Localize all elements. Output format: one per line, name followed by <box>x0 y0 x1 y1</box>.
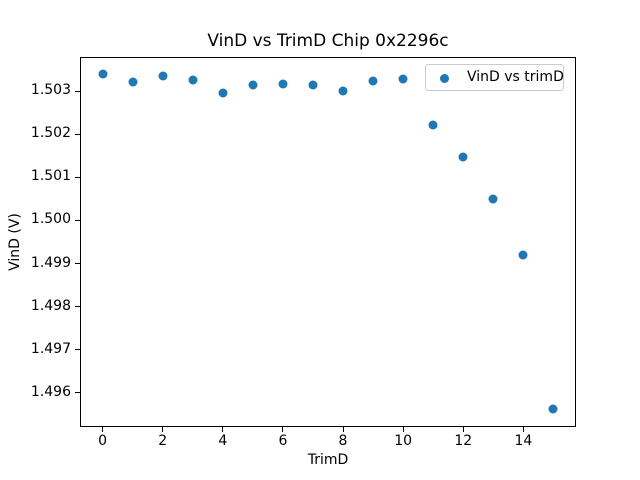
y-tick-label: 1.499 <box>30 254 71 271</box>
legend-marker-icon <box>440 74 449 83</box>
x-tick-label: 0 <box>98 433 107 449</box>
y-tick-label: 1.496 <box>30 383 71 400</box>
y-tick-mark <box>75 90 80 92</box>
data-point <box>188 75 198 85</box>
data-point <box>98 69 108 79</box>
data-point <box>368 76 378 86</box>
x-tick-label: 6 <box>278 433 288 449</box>
data-point <box>398 74 408 84</box>
y-tick-label: 1.498 <box>30 297 71 314</box>
y-tick-label: 1.500 <box>30 211 71 228</box>
data-point <box>158 71 168 81</box>
x-tick-mark <box>102 427 104 432</box>
chart-title: VinD vs TrimD Chip 0x2296c <box>207 31 449 51</box>
x-tick-mark <box>282 427 284 432</box>
y-tick-label: 1.497 <box>30 340 71 357</box>
data-point <box>308 80 318 90</box>
x-tick-mark <box>462 427 464 432</box>
data-point <box>278 79 288 89</box>
data-point <box>518 250 528 260</box>
x-tick-label: 12 <box>454 433 473 449</box>
x-tick-mark <box>402 427 404 432</box>
y-tick-label: 1.502 <box>30 125 71 142</box>
data-point <box>428 120 438 130</box>
x-tick-label: 10 <box>394 433 413 449</box>
data-point <box>488 194 498 204</box>
y-tick-mark <box>75 176 80 178</box>
x-tick-label: 2 <box>158 433 168 449</box>
y-tick-mark <box>75 392 80 394</box>
data-point <box>338 86 348 96</box>
plot-area <box>80 57 576 427</box>
x-tick-mark <box>522 427 524 432</box>
data-point <box>458 152 468 162</box>
x-tick-label: 4 <box>218 433 228 449</box>
x-tick-mark <box>342 427 344 432</box>
data-point <box>218 88 228 98</box>
y-tick-mark <box>75 306 80 308</box>
y-tick-mark <box>75 133 80 135</box>
x-tick-mark <box>162 427 164 432</box>
data-point <box>128 77 138 87</box>
legend: VinD vs trimD <box>425 64 564 91</box>
y-tick-mark <box>75 263 80 265</box>
y-tick-mark <box>75 219 80 221</box>
data-point <box>248 80 258 90</box>
y-tick-mark <box>75 349 80 351</box>
data-point <box>548 404 558 414</box>
legend-label: VinD vs trimD <box>467 69 564 85</box>
x-tick-label: 8 <box>338 433 348 449</box>
y-tick-label: 1.503 <box>30 82 71 99</box>
x-tick-label: 14 <box>514 433 533 449</box>
x-axis-label: TrimD <box>307 452 349 468</box>
y-tick-label: 1.501 <box>30 168 71 185</box>
x-tick-mark <box>222 427 224 432</box>
